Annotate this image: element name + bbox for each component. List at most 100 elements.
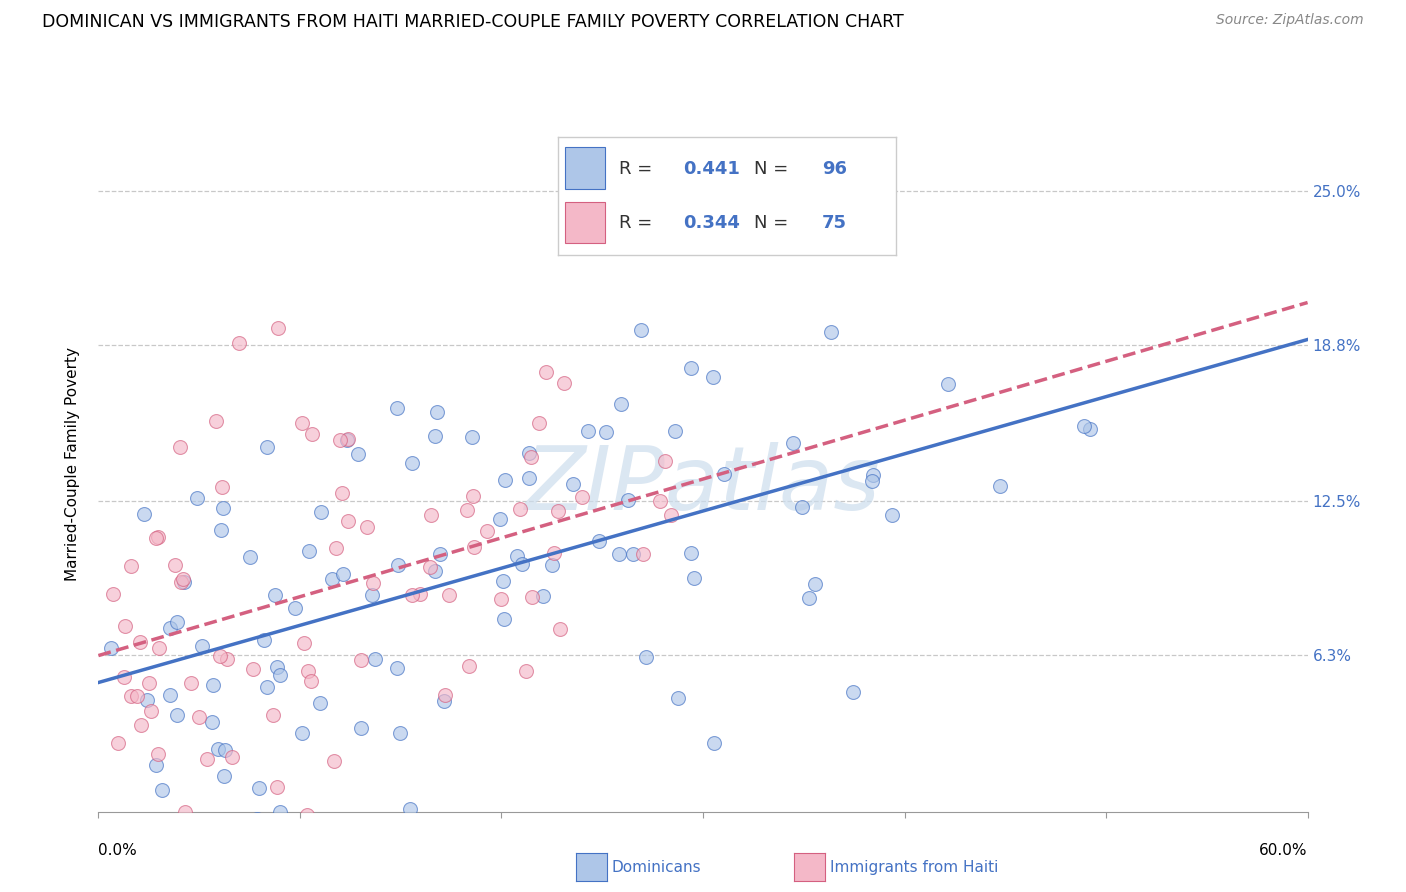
Point xyxy=(330,486,353,500)
Point xyxy=(553,376,575,390)
Point xyxy=(1078,422,1101,436)
Point xyxy=(347,447,370,461)
Text: R =: R = xyxy=(619,214,658,232)
Point xyxy=(195,752,218,766)
Point xyxy=(517,446,540,460)
Point xyxy=(337,432,360,446)
Point xyxy=(401,588,423,602)
Point xyxy=(426,404,449,418)
Point xyxy=(129,718,152,732)
Point xyxy=(679,546,702,560)
Point xyxy=(610,397,633,411)
Point xyxy=(456,503,478,517)
Point xyxy=(186,491,208,505)
Point xyxy=(297,664,319,678)
Point xyxy=(298,544,321,558)
Point xyxy=(139,704,162,718)
Point xyxy=(217,652,239,666)
Point xyxy=(609,547,631,561)
Point xyxy=(125,689,148,703)
Point xyxy=(145,531,167,545)
Point xyxy=(1073,419,1095,434)
Point xyxy=(654,454,676,468)
Point xyxy=(650,494,672,508)
Point xyxy=(148,641,170,656)
Point xyxy=(173,574,195,589)
Point xyxy=(290,726,312,740)
Point xyxy=(159,621,181,635)
Point xyxy=(505,549,527,563)
Point xyxy=(172,572,194,586)
Point xyxy=(477,524,499,538)
Point xyxy=(461,489,484,503)
Point xyxy=(239,549,262,564)
Text: Immigrants from Haiti: Immigrants from Haiti xyxy=(830,860,998,874)
Point xyxy=(547,504,569,518)
Point xyxy=(322,754,344,768)
Point xyxy=(146,747,169,761)
Point xyxy=(631,547,654,561)
Point xyxy=(212,769,235,783)
Text: 0.0%: 0.0% xyxy=(98,843,138,858)
Point xyxy=(267,321,290,335)
Point xyxy=(419,560,441,574)
Point xyxy=(820,325,842,339)
Point xyxy=(588,534,610,549)
Point xyxy=(463,540,485,554)
Point xyxy=(107,735,129,749)
Text: Dominicans: Dominicans xyxy=(612,860,702,874)
Point xyxy=(433,694,456,708)
Text: ZIPatlas: ZIPatlas xyxy=(526,442,880,528)
Point xyxy=(630,323,652,337)
Point xyxy=(332,567,354,582)
Point xyxy=(214,743,236,757)
Point xyxy=(683,570,706,584)
Point xyxy=(201,677,224,691)
Point xyxy=(256,680,278,694)
Point xyxy=(531,589,554,603)
Point xyxy=(388,726,411,740)
Point xyxy=(112,670,135,684)
Point xyxy=(187,830,209,844)
Point xyxy=(797,591,820,606)
Point xyxy=(702,370,724,384)
Point xyxy=(301,427,323,442)
Point xyxy=(264,588,287,602)
Point xyxy=(180,676,202,690)
Point xyxy=(297,808,319,822)
Point xyxy=(409,587,432,601)
Point xyxy=(634,650,657,665)
Text: 60.0%: 60.0% xyxy=(1260,843,1308,858)
Point xyxy=(492,574,515,589)
Point xyxy=(617,493,640,508)
Point xyxy=(595,425,617,439)
Point xyxy=(253,633,276,648)
Point xyxy=(269,805,291,819)
Point xyxy=(659,508,682,523)
Point xyxy=(299,674,322,689)
Text: 0.344: 0.344 xyxy=(683,214,740,232)
Point xyxy=(150,783,173,797)
Point xyxy=(387,558,409,573)
Point xyxy=(860,474,883,488)
Point xyxy=(247,781,270,796)
Point xyxy=(520,590,543,604)
Point xyxy=(363,576,385,591)
Point xyxy=(423,429,446,443)
Point xyxy=(190,639,212,653)
Text: N =: N = xyxy=(754,214,794,232)
Point xyxy=(262,708,284,723)
FancyBboxPatch shape xyxy=(565,147,606,189)
Point xyxy=(165,816,187,830)
Point xyxy=(284,600,307,615)
Point xyxy=(269,668,291,682)
Point xyxy=(790,500,813,515)
Point xyxy=(621,547,644,561)
Point xyxy=(527,416,550,430)
Point xyxy=(321,572,343,586)
Point xyxy=(425,564,447,578)
Point xyxy=(256,440,278,454)
Point xyxy=(174,805,197,819)
Point xyxy=(309,505,332,519)
Point xyxy=(188,709,211,723)
